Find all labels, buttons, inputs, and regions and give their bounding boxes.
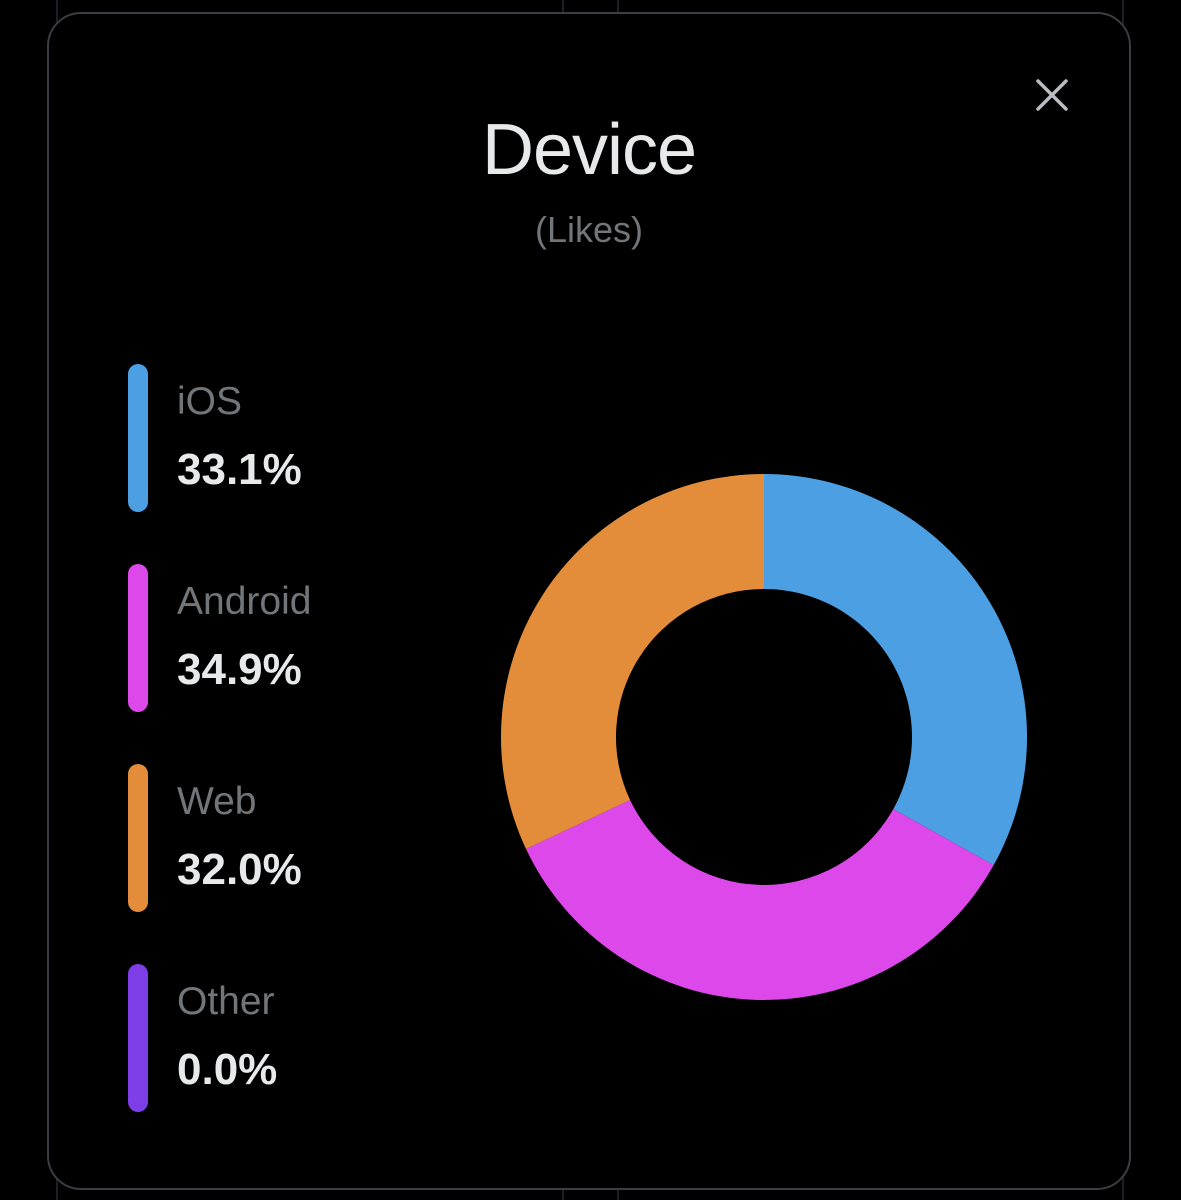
close-button[interactable] [1027, 70, 1077, 120]
legend-value-android: 34.9% [177, 645, 302, 694]
legend-swatch-other [128, 964, 148, 1112]
legend-swatch-web [128, 764, 148, 912]
legend-item-web: Web 32.0% [128, 764, 448, 912]
legend-label-android: Android [177, 580, 312, 623]
legend-label-ios: iOS [177, 380, 243, 423]
legend-swatch-android [128, 564, 148, 712]
donut-slice-android[interactable] [526, 800, 994, 1001]
legend-label-other: Other [177, 980, 275, 1023]
donut-chart [500, 474, 1027, 1001]
chart-subtitle: (Likes) [534, 209, 644, 250]
legend-item-ios: iOS 33.1% [128, 364, 448, 512]
close-icon [1036, 79, 1068, 111]
chart-title: Device [481, 110, 697, 190]
legend-value-web: 32.0% [177, 845, 302, 894]
device-chart-modal: Device (Likes) iOS 33.1% Android 34.9% W… [47, 12, 1131, 1190]
legend-value-other: 0.0% [177, 1045, 278, 1094]
legend-item-other: Other 0.0% [128, 964, 448, 1112]
legend-value-ios: 33.1% [177, 445, 302, 494]
legend-label-web: Web [177, 780, 257, 823]
legend-item-android: Android 34.9% [128, 564, 448, 712]
donut-slice-ios[interactable] [764, 474, 1027, 866]
legend-swatch-ios [128, 364, 148, 512]
donut-slice-web[interactable] [500, 474, 764, 849]
